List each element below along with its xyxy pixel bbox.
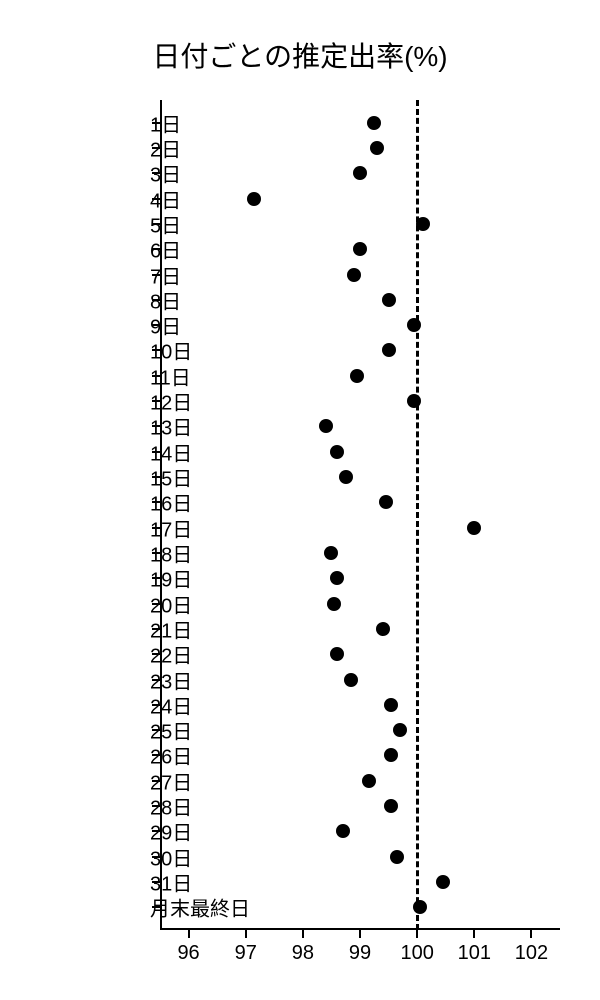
data-point (330, 445, 344, 459)
data-point (339, 470, 353, 484)
data-point (350, 369, 364, 383)
data-point (347, 268, 361, 282)
data-point (416, 217, 430, 231)
data-point (382, 343, 396, 357)
x-label: 100 (400, 942, 433, 965)
data-point (353, 242, 367, 256)
chart-container: 日付ごとの推定出率(%) 1日2日3日4日5日6日7日8日9日10日11日12日… (0, 20, 600, 980)
data-point (379, 495, 393, 509)
plot-area: 1日2日3日4日5日6日7日8日9日10日11日12日13日14日15日16日1… (160, 100, 560, 930)
data-point (319, 419, 333, 433)
data-point (390, 850, 404, 864)
data-point (370, 141, 384, 155)
data-point (413, 900, 427, 914)
data-point (436, 875, 450, 889)
data-point (344, 673, 358, 687)
data-point (336, 824, 350, 838)
data-point (353, 166, 367, 180)
data-point (376, 622, 390, 636)
data-point (330, 571, 344, 585)
chart-title: 日付ごとの推定出率(%) (0, 35, 600, 75)
x-label: 102 (515, 942, 548, 965)
x-label: 97 (235, 942, 257, 965)
data-point (467, 521, 481, 535)
data-point (407, 394, 421, 408)
data-point (247, 192, 261, 206)
x-tick (245, 930, 247, 938)
x-label: 99 (349, 942, 371, 965)
x-tick (188, 930, 190, 938)
data-point (330, 647, 344, 661)
data-point (384, 698, 398, 712)
data-point (362, 774, 376, 788)
x-tick (473, 930, 475, 938)
data-point (393, 723, 407, 737)
data-point (324, 546, 338, 560)
x-tick (359, 930, 361, 938)
x-tick (530, 930, 532, 938)
x-tick (416, 930, 418, 938)
data-point (327, 597, 341, 611)
data-point (384, 799, 398, 813)
x-label: 98 (292, 942, 314, 965)
data-point (367, 116, 381, 130)
data-point (407, 318, 421, 332)
x-label: 96 (177, 942, 199, 965)
data-point (382, 293, 396, 307)
data-point (384, 748, 398, 762)
x-label: 101 (458, 942, 491, 965)
x-tick (302, 930, 304, 938)
